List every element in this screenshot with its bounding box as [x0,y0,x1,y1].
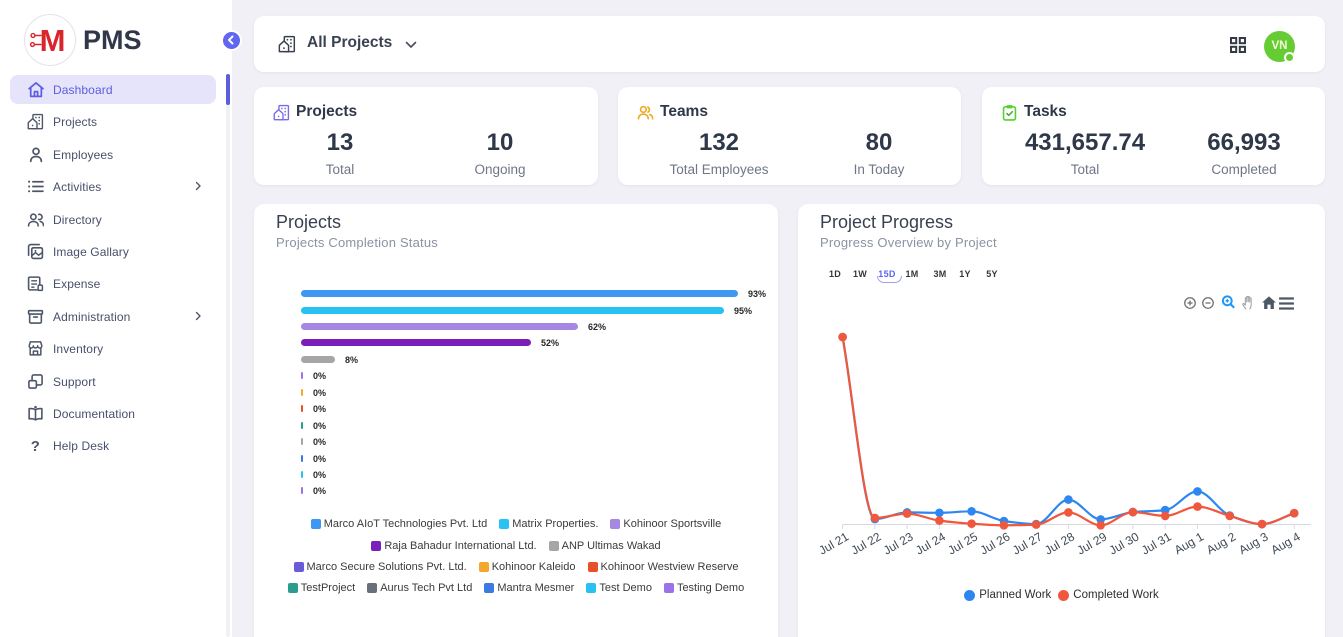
svg-text:Jul 24: Jul 24 [913,529,948,557]
svg-text:Aug 2: Aug 2 [1204,529,1238,557]
svg-text:Jul 27: Jul 27 [1010,529,1045,557]
svg-text:Jul 25: Jul 25 [945,529,980,557]
svg-text:Jul 23: Jul 23 [881,529,916,557]
svg-text:Jul 26: Jul 26 [978,529,1013,557]
svg-text:Aug 4: Aug 4 [1269,529,1303,557]
svg-text:Jul 22: Jul 22 [849,529,884,557]
svg-text:Aug 1: Aug 1 [1172,529,1206,557]
svg-text:?: ? [31,439,40,454]
svg-text:M: M [40,23,66,58]
svg-text:Aug 3: Aug 3 [1236,529,1270,557]
svg-text:Jul 29: Jul 29 [1074,529,1109,557]
svg-text:Jul 30: Jul 30 [1107,529,1142,557]
svg-text:Jul 31: Jul 31 [1139,529,1174,557]
svg-text:Jul 21: Jul 21 [816,529,851,557]
svg-text:Jul 28: Jul 28 [1042,529,1077,557]
